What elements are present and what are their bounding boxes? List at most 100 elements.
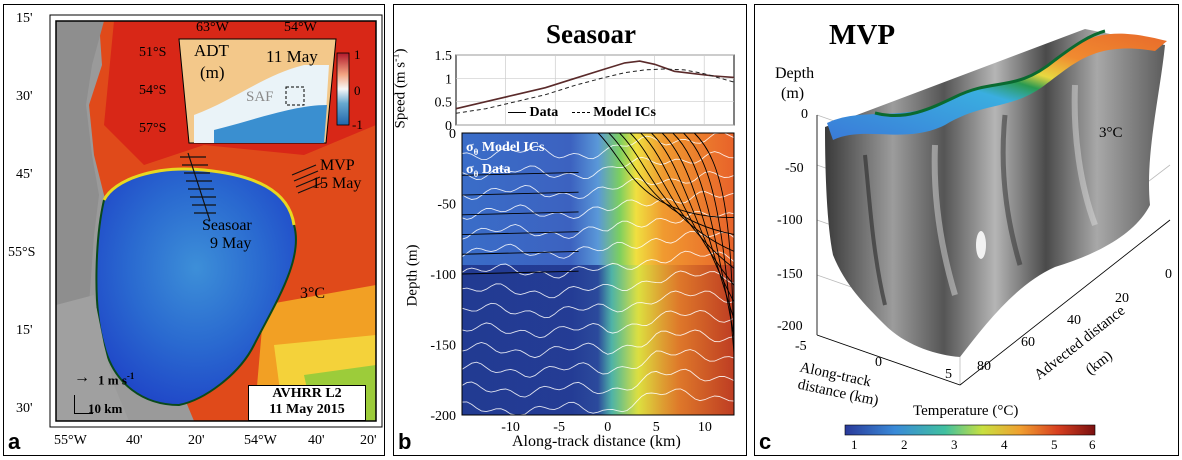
black-contour xyxy=(683,132,735,354)
y-tick-label: -200 xyxy=(430,409,456,424)
isopycnal-contours xyxy=(461,132,735,416)
lat-tick: 55°S xyxy=(8,245,36,260)
white-contour xyxy=(461,171,735,200)
sigma-legend-item: σθ Model ICs xyxy=(466,140,545,157)
black-contour xyxy=(619,132,735,252)
speed-ylabel: Speed (m s-1) xyxy=(393,48,409,129)
black-contour xyxy=(461,270,579,275)
panel-c: MVP Depth (m) 0 -50 -100 -150 -200 -5 0 … xyxy=(754,4,1179,456)
advected-tick: 20 xyxy=(1115,291,1129,306)
black-contour xyxy=(461,250,579,255)
colorbar-tick: 3 xyxy=(951,437,958,452)
chart-title: Seasoar xyxy=(546,19,636,49)
colorbar-tick: 5 xyxy=(1051,437,1058,452)
y-tick-label: -150 xyxy=(430,339,456,354)
white-contour xyxy=(461,388,735,416)
panel-b-chart: 00.511.5 -10 -5 0 5 10-200-150-100-500 xyxy=(430,49,735,435)
lon-tick: 40' xyxy=(308,433,325,448)
depth-unit: (m) xyxy=(781,85,805,102)
adt-inset xyxy=(178,38,350,144)
lon-tick: 55°W xyxy=(54,433,87,448)
xlabel: Along-track distance (km) xyxy=(512,433,681,450)
black-contour xyxy=(672,132,735,337)
white-contour xyxy=(461,310,735,339)
white-contour xyxy=(461,151,735,180)
advected-tick: 60 xyxy=(1021,335,1035,350)
white-contour xyxy=(461,270,735,299)
black-contour xyxy=(629,132,735,269)
legend-model-label: Model ICs xyxy=(593,105,656,120)
panel-a: 15' 30' 45' 55°S 15' 30' 55°W 40' 20' 54… xyxy=(3,4,385,456)
temp-annotation: 3°C xyxy=(1099,125,1123,141)
source-box: AVHRR L2 11 May 2015 xyxy=(248,385,366,421)
y-tick-label: -100 xyxy=(430,268,456,283)
axes xyxy=(816,115,1171,386)
along-tick: 5 xyxy=(945,367,952,382)
panel-label: c xyxy=(759,429,772,454)
lat-tick: 15' xyxy=(16,323,33,338)
depth-tick: -200 xyxy=(777,319,803,334)
panel-b: 0 0.5 1 1.5 -10 -5 0 5 10 -200 -150 -100 -50 0 Seaso… xyxy=(393,4,747,456)
speed-tick-label: 1.5 xyxy=(435,49,453,64)
inset-unit: (m) xyxy=(200,63,225,82)
x-tick-label: 5 xyxy=(653,420,660,435)
lat-tick: 45' xyxy=(16,167,33,182)
speed-series-line xyxy=(455,68,735,114)
lon-tick: 40' xyxy=(126,433,143,448)
along-tick: 0 xyxy=(875,355,882,370)
seasoar-track xyxy=(180,152,216,222)
depth-tick: 0 xyxy=(801,107,808,122)
y-tick-label: -50 xyxy=(437,198,456,213)
scale-bar-label: 10 km xyxy=(88,401,123,416)
white-contour xyxy=(461,230,735,259)
colorbar-tick: 6 xyxy=(1089,437,1096,452)
scale-bar xyxy=(74,395,93,414)
white-contour xyxy=(461,290,735,319)
temp-contour-label: 3°C xyxy=(300,285,326,302)
speed-series-line xyxy=(455,60,735,110)
legend-solid-line xyxy=(508,112,526,114)
panel-label: a xyxy=(8,429,21,454)
advected-tick: 80 xyxy=(977,359,991,374)
legend-data-label: Data xyxy=(529,105,559,120)
mvp-label: MVP xyxy=(320,157,355,174)
section-ticks: -10 -5 0 5 10-200-150-100-500 xyxy=(430,127,712,435)
white-contour xyxy=(461,368,735,398)
inset-colorbar-tick: -1 xyxy=(352,117,363,132)
panel-label: b xyxy=(398,429,412,454)
inset-colorbar-tick: 0 xyxy=(354,83,361,98)
speed-grid: 0 0.5 1 1.5 xyxy=(435,49,734,134)
depth-tick: -100 xyxy=(777,213,803,228)
depth-tick: -150 xyxy=(777,267,803,282)
legend-dashed-line xyxy=(571,112,590,114)
source-line: AVHRR L2 xyxy=(272,386,342,401)
white-contour xyxy=(461,349,735,378)
black-contour xyxy=(693,132,735,370)
depth-label: Depth xyxy=(775,65,815,82)
x-tick-label: -10 xyxy=(501,420,520,435)
x-tick-label: 0 xyxy=(604,420,611,435)
scale-arrow-label: 1 m s-1 xyxy=(98,371,135,388)
lon-tick: 54°W xyxy=(244,433,277,448)
panel-c-3d xyxy=(816,29,1171,436)
inset-lat-label: 54°S xyxy=(139,83,167,98)
colorbar-tick: 1 xyxy=(851,437,858,452)
black-contour xyxy=(461,231,579,235)
speed-zero-label: 0 xyxy=(449,127,456,142)
inset-front-label: SAF xyxy=(246,89,274,105)
inset-lat-label: 51°S xyxy=(139,45,167,60)
lon-tick: 20' xyxy=(188,433,205,448)
x-tick-label: -5 xyxy=(553,420,565,435)
depth-tick: -50 xyxy=(785,161,804,176)
inset-lon-label: 54°W xyxy=(284,20,317,35)
colorbar-tick: 2 xyxy=(901,437,908,452)
arrow-icon: → xyxy=(74,369,90,386)
black-contour xyxy=(461,191,579,196)
mvp-date: 15 May xyxy=(312,175,362,192)
inset-lon-label: 63°W xyxy=(196,20,229,35)
x-tick-label: 10 xyxy=(698,420,712,435)
sigma-legend: σθ Model ICs σθ Data xyxy=(466,139,544,183)
chart-title: MVP xyxy=(829,19,896,51)
seasoar-label: Seasoar xyxy=(202,217,252,234)
lat-tick: 30' xyxy=(16,89,33,104)
